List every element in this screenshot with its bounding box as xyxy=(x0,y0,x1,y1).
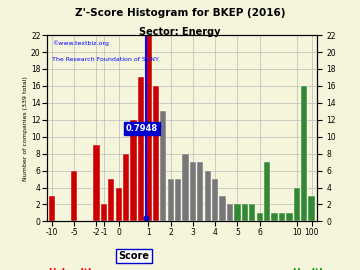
Bar xyxy=(309,196,315,221)
Bar xyxy=(234,204,240,221)
Bar xyxy=(183,154,189,221)
Bar xyxy=(160,111,166,221)
Bar xyxy=(153,86,159,221)
Bar xyxy=(227,204,233,221)
Bar xyxy=(220,196,226,221)
Bar xyxy=(271,213,278,221)
Bar xyxy=(249,204,255,221)
Bar xyxy=(197,162,203,221)
Bar xyxy=(279,213,285,221)
Bar xyxy=(71,171,77,221)
Bar xyxy=(123,154,129,221)
Bar xyxy=(108,179,114,221)
Bar xyxy=(101,204,107,221)
Bar xyxy=(93,145,100,221)
Text: The Research Foundation of SUNY: The Research Foundation of SUNY xyxy=(52,58,159,62)
Bar xyxy=(49,196,55,221)
Text: Healthy: Healthy xyxy=(292,268,332,270)
Bar xyxy=(138,77,144,221)
Bar xyxy=(145,35,152,221)
Text: Sector: Energy: Sector: Energy xyxy=(139,27,221,37)
Bar xyxy=(294,188,300,221)
Bar xyxy=(175,179,181,221)
Bar xyxy=(286,213,293,221)
Text: ©www.textbiz.org: ©www.textbiz.org xyxy=(52,41,109,46)
Bar xyxy=(130,120,137,221)
Bar xyxy=(116,188,122,221)
Bar xyxy=(242,204,248,221)
Bar xyxy=(212,179,218,221)
Bar xyxy=(204,171,211,221)
Text: Z'-Score Histogram for BKEP (2016): Z'-Score Histogram for BKEP (2016) xyxy=(75,8,285,18)
Text: Unhealthy: Unhealthy xyxy=(48,268,100,270)
Bar xyxy=(301,86,307,221)
Text: 0.7948: 0.7948 xyxy=(126,124,158,133)
Bar xyxy=(190,162,196,221)
Bar xyxy=(264,162,270,221)
Text: Score: Score xyxy=(118,251,149,261)
Y-axis label: Number of companies (339 total): Number of companies (339 total) xyxy=(23,76,28,181)
Bar xyxy=(167,179,174,221)
Bar xyxy=(257,213,263,221)
